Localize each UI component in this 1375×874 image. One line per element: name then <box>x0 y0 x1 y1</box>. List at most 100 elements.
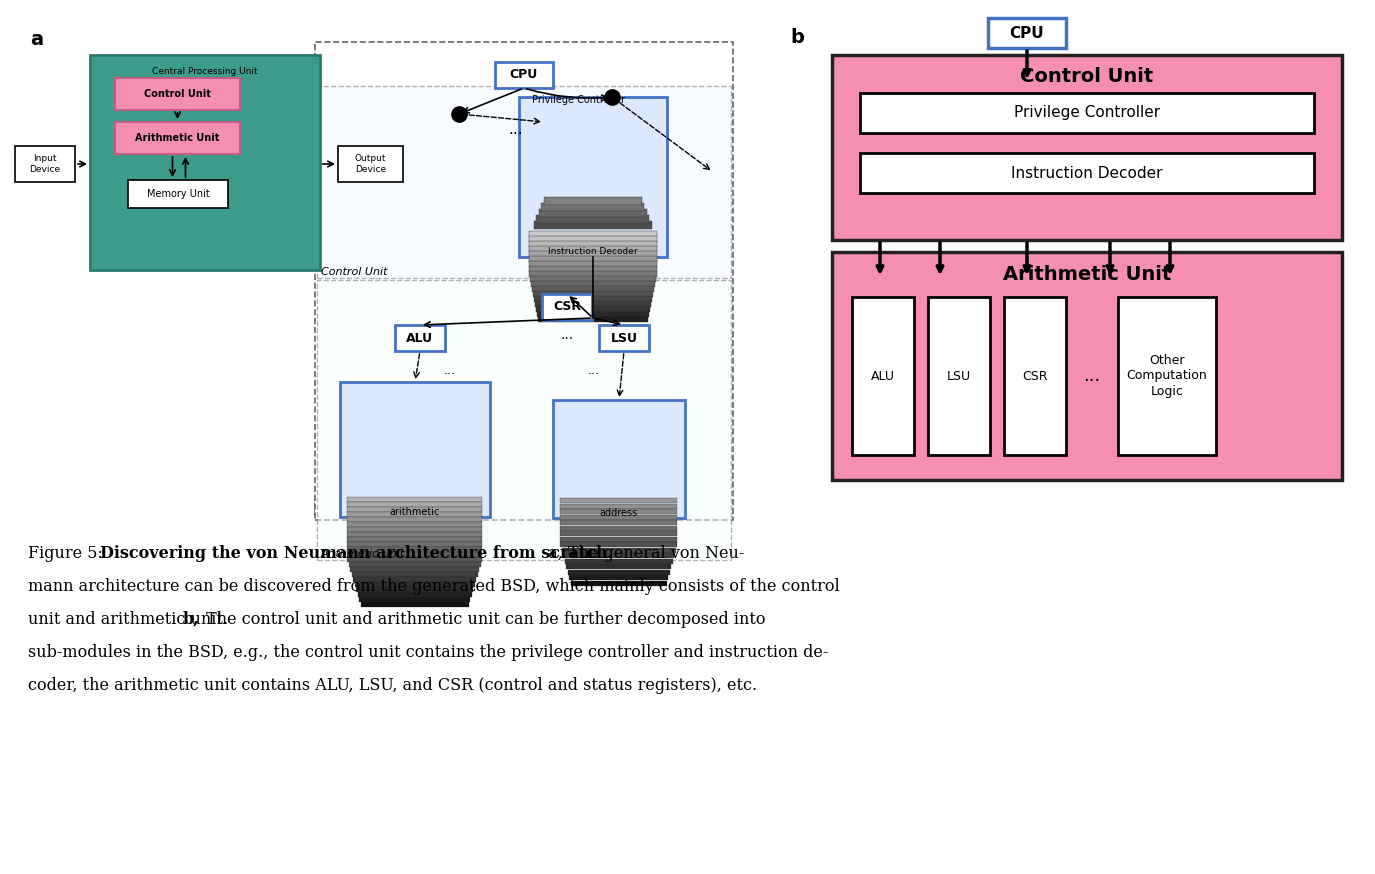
Bar <box>529 256 657 262</box>
Bar <box>928 297 990 455</box>
Bar <box>536 215 649 223</box>
Bar <box>348 512 483 517</box>
Text: b,: b, <box>183 611 199 628</box>
Bar <box>352 572 478 577</box>
Bar <box>348 557 483 562</box>
Text: Arithmetic Unit: Arithmetic Unit <box>320 549 406 559</box>
Bar <box>538 311 649 317</box>
Bar <box>89 55 320 270</box>
Bar <box>353 577 477 582</box>
Bar <box>348 517 483 522</box>
Bar <box>859 153 1314 193</box>
Bar <box>518 97 667 257</box>
Text: address: address <box>600 508 638 518</box>
Bar <box>859 93 1314 133</box>
Text: Control Unit: Control Unit <box>320 267 388 277</box>
Text: ALU: ALU <box>407 331 433 344</box>
Text: unit and arithmetic unit.: unit and arithmetic unit. <box>28 611 238 628</box>
Bar <box>340 382 490 517</box>
Bar <box>318 280 732 560</box>
Text: LSU: LSU <box>947 370 971 383</box>
Bar <box>529 241 657 247</box>
Bar <box>495 62 553 88</box>
Bar <box>989 18 1066 48</box>
Bar <box>832 252 1342 480</box>
Bar <box>535 301 650 307</box>
Bar <box>569 575 668 580</box>
Text: Figure 5:: Figure 5: <box>28 545 113 562</box>
Text: Other
Computation
Logic: Other Computation Logic <box>1126 355 1207 398</box>
Bar <box>15 146 76 182</box>
Bar <box>529 276 656 282</box>
Text: ...: ... <box>588 364 600 378</box>
Bar <box>348 537 483 542</box>
Bar <box>348 497 483 502</box>
Bar <box>531 281 654 287</box>
Bar <box>529 261 657 267</box>
Bar <box>561 537 678 542</box>
Bar <box>395 325 446 351</box>
Bar <box>568 570 670 574</box>
Bar <box>529 271 657 277</box>
Bar <box>116 122 241 154</box>
Bar <box>553 400 685 518</box>
Bar <box>561 515 678 519</box>
Bar <box>315 42 733 520</box>
Bar <box>536 306 650 312</box>
Text: coder, the arithmetic unit contains ALU, LSU, and CSR (control and status regist: coder, the arithmetic unit contains ALU,… <box>28 677 758 694</box>
Text: CSR: CSR <box>1022 370 1048 383</box>
Bar <box>534 291 653 297</box>
Bar <box>852 297 914 455</box>
Bar <box>359 597 470 602</box>
Bar <box>338 146 403 182</box>
Text: The control unit and arithmetic unit can be further decomposed into: The control unit and arithmetic unit can… <box>201 611 766 628</box>
Bar <box>348 532 483 537</box>
Text: Central Processing Unit: Central Processing Unit <box>153 66 258 75</box>
Bar <box>348 542 483 547</box>
Text: CPU: CPU <box>510 68 538 81</box>
Text: Control Unit: Control Unit <box>144 89 210 99</box>
Bar <box>348 552 483 557</box>
Text: Output
Device: Output Device <box>355 155 386 174</box>
Bar <box>348 522 483 527</box>
Bar <box>561 525 678 531</box>
Bar <box>564 553 675 558</box>
Bar <box>544 197 642 205</box>
Bar <box>318 86 732 278</box>
Bar <box>529 251 657 257</box>
Bar <box>534 296 652 302</box>
Text: Instruction Decoder: Instruction Decoder <box>1011 165 1163 181</box>
Bar <box>529 266 657 272</box>
Text: Memory Unit: Memory Unit <box>147 189 209 199</box>
Text: Arithmetic Unit: Arithmetic Unit <box>135 133 220 143</box>
Bar <box>561 503 678 509</box>
Text: Instruction Decoder: Instruction Decoder <box>549 246 638 255</box>
Text: Arithmetic Unit: Arithmetic Unit <box>1002 265 1172 283</box>
Text: b: b <box>791 28 804 47</box>
Bar <box>351 567 480 572</box>
Bar <box>529 231 657 237</box>
Bar <box>832 55 1342 240</box>
Text: arithmetic: arithmetic <box>389 507 440 517</box>
Bar <box>1004 297 1066 455</box>
Text: ...: ... <box>509 122 524 137</box>
Bar <box>542 203 645 211</box>
Bar <box>539 209 648 217</box>
Bar <box>348 527 483 532</box>
Bar <box>355 582 474 587</box>
Bar <box>348 507 483 512</box>
Text: CPU: CPU <box>1009 25 1044 40</box>
Bar <box>561 520 678 525</box>
Bar <box>356 587 473 592</box>
Bar <box>562 547 676 552</box>
Text: a: a <box>30 30 43 49</box>
Bar <box>1118 297 1216 455</box>
Bar <box>561 531 678 536</box>
Text: LSU: LSU <box>610 331 638 344</box>
Text: a, The general von Neu-: a, The general von Neu- <box>538 545 744 562</box>
Bar <box>561 498 678 503</box>
Text: Privilege Controller: Privilege Controller <box>532 95 626 105</box>
Text: ALU: ALU <box>870 370 895 383</box>
Text: sub-modules in the BSD, e.g., the control unit contains the privilege controller: sub-modules in the BSD, e.g., the contro… <box>28 644 828 661</box>
Bar <box>116 78 241 110</box>
